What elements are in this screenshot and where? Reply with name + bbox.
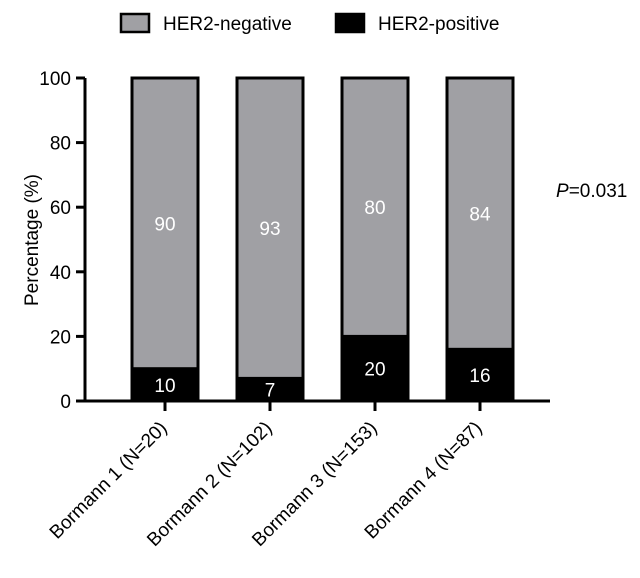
y-tick-label: 100	[39, 69, 71, 90]
y-tick-label: 20	[50, 327, 71, 348]
legend: HER2-negative HER2-positive	[119, 12, 499, 35]
y-tick-label: 0	[60, 392, 71, 413]
y-axis: 0 20 40 60 80 100	[39, 69, 87, 413]
data-label: 84	[469, 205, 491, 226]
data-label: 20	[364, 360, 385, 381]
x-axis: Bormann 1 (N=20)Bormann 2 (N=102)Bormann…	[46, 399, 550, 551]
y-tick-label: 40	[50, 263, 71, 284]
p-symbol: P	[556, 181, 569, 202]
x-tick-label: Bormann 1 (N=20)	[46, 418, 172, 544]
y-tick-label: 60	[50, 198, 71, 219]
data-label: 10	[154, 376, 175, 397]
bar-segment-her2-negative	[130, 76, 200, 371]
data-label: 7	[265, 381, 276, 402]
p-value-text: =0.031	[568, 181, 628, 202]
x-tick-label: Bormann 4 (N=87)	[361, 418, 487, 544]
bar-segment-her2-negative	[235, 76, 305, 380]
legend-label: HER2-positive	[378, 14, 499, 35]
bar-segment-her2-negative	[445, 76, 515, 351]
data-label: 90	[154, 214, 175, 235]
bar-segment-her2-negative	[340, 76, 410, 338]
data-label: 93	[259, 219, 280, 240]
legend-swatch	[119, 12, 151, 34]
y-tick-label: 80	[50, 134, 71, 155]
y-axis-label: Percentage (%)	[22, 174, 43, 306]
legend-swatch	[334, 12, 366, 34]
bars-group: 10 90 7 93 20 80 16 84	[130, 76, 515, 403]
data-label: 16	[469, 366, 490, 387]
data-label: 80	[364, 198, 385, 219]
p-value-annotation: P=0.031	[556, 181, 627, 203]
legend-label: HER2-negative	[163, 14, 292, 35]
